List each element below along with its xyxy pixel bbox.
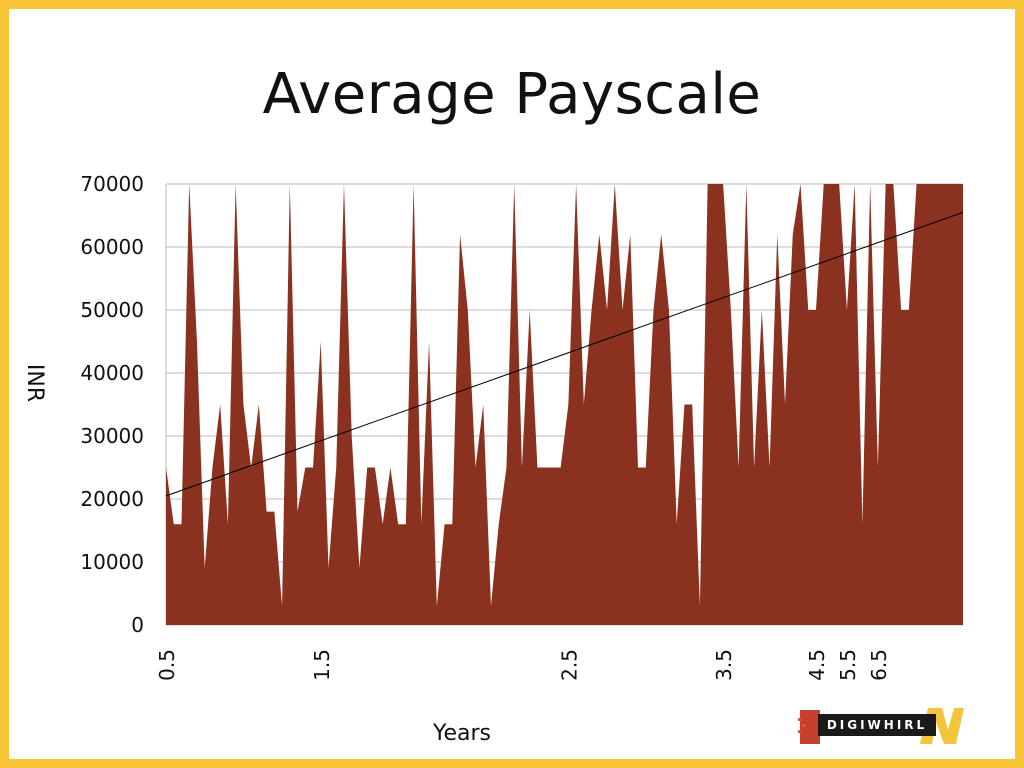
y-tick-label-6: 60000 bbox=[80, 235, 144, 259]
x-axis-label: Years bbox=[432, 721, 491, 746]
page-title: Average Payscale bbox=[262, 62, 762, 127]
y-tick-label-5: 50000 bbox=[80, 298, 144, 322]
x-tick-labels: 0.5 1.5 2.5 3.5 4.5 5.5 6.5 bbox=[155, 649, 891, 681]
payscale-area-series bbox=[166, 184, 963, 625]
digiwhirl-logo: DIGIWHIRL bbox=[796, 704, 966, 748]
y-tick-label-1: 10000 bbox=[80, 550, 144, 574]
x-tick-label-4: 4.5 bbox=[805, 649, 829, 681]
y-tick-label-7: 70000 bbox=[80, 172, 144, 196]
y-tick-label-4: 40000 bbox=[80, 361, 144, 385]
trendline-layer bbox=[165, 211, 964, 497]
y-tick-labels: 0 10000 20000 30000 40000 50000 60000 70000 bbox=[80, 172, 144, 637]
x-tick-label-3: 3.5 bbox=[712, 649, 736, 681]
y-tick-label-0: 0 bbox=[131, 613, 144, 637]
x-tick-label-0: 0.5 bbox=[155, 649, 179, 681]
data-area-layer bbox=[166, 184, 963, 625]
x-tick-label-6: 6.5 bbox=[867, 649, 891, 681]
x-tick-label-2: 2.5 bbox=[557, 649, 581, 681]
y-tick-label-2: 20000 bbox=[80, 487, 144, 511]
y-tick-label-3: 30000 bbox=[80, 424, 144, 448]
x-tick-label-5: 5.5 bbox=[836, 649, 860, 681]
x-tick-label-1: 1.5 bbox=[310, 649, 334, 681]
y-axis-label: INR bbox=[22, 364, 47, 402]
trendline bbox=[165, 211, 964, 497]
logo-text: DIGIWHIRL bbox=[818, 714, 936, 736]
